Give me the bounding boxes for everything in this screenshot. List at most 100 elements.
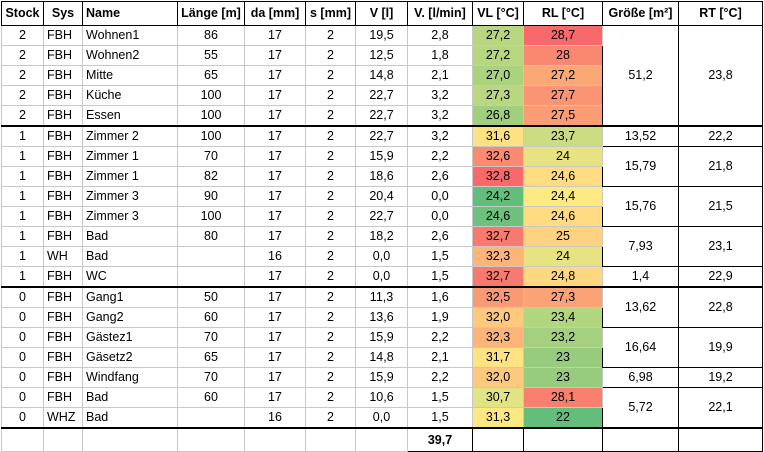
- s-cell[interactable]: 2: [305, 266, 356, 288]
- da-cell[interactable]: 16: [244, 407, 306, 429]
- stock-cell[interactable]: 2: [1, 105, 44, 127]
- rl-cell[interactable]: 23,7: [523, 125, 603, 147]
- volume-cell[interactable]: 0,0: [355, 246, 408, 267]
- laenge-cell[interactable]: 65: [177, 347, 245, 368]
- sys-cell[interactable]: FBH: [43, 25, 83, 46]
- volume-cell[interactable]: 20,4: [355, 186, 408, 207]
- sys-cell[interactable]: FBH: [43, 186, 83, 207]
- sys-cell[interactable]: FBH: [43, 166, 83, 187]
- da-cell[interactable]: 17: [244, 25, 306, 46]
- stock-cell[interactable]: 0: [1, 367, 44, 388]
- rt-cell[interactable]: 21,5: [678, 186, 763, 227]
- vl-cell[interactable]: 32,5: [472, 286, 524, 308]
- laenge-cell[interactable]: 100: [177, 105, 245, 127]
- sys-cell[interactable]: FBH: [43, 266, 83, 288]
- volume-cell[interactable]: 0,0: [355, 407, 408, 429]
- rt-cell[interactable]: 21,8: [678, 146, 763, 187]
- groesse-cell[interactable]: 1,4: [602, 266, 679, 288]
- flow-cell[interactable]: 2,8: [407, 25, 473, 46]
- empty-cell[interactable]: [82, 427, 178, 452]
- flow-cell[interactable]: 1,5: [407, 407, 473, 429]
- column-header[interactable]: VL [°C]: [472, 1, 524, 26]
- sys-cell[interactable]: FBH: [43, 125, 83, 147]
- stock-cell[interactable]: 2: [1, 65, 44, 86]
- da-cell[interactable]: 17: [244, 125, 306, 147]
- stock-cell[interactable]: 2: [1, 85, 44, 106]
- column-header[interactable]: Größe [m²]: [602, 1, 679, 26]
- empty-cell[interactable]: [602, 427, 679, 452]
- da-cell[interactable]: 17: [244, 206, 306, 227]
- empty-cell[interactable]: [305, 427, 356, 452]
- da-cell[interactable]: 17: [244, 146, 306, 167]
- empty-cell[interactable]: [177, 427, 245, 452]
- flow-cell[interactable]: 0,0: [407, 186, 473, 207]
- s-cell[interactable]: 2: [305, 146, 356, 167]
- volume-cell[interactable]: 15,9: [355, 367, 408, 388]
- sys-cell[interactable]: FBH: [43, 347, 83, 368]
- rt-cell[interactable]: 22,2: [678, 125, 763, 147]
- s-cell[interactable]: 2: [305, 246, 356, 267]
- vl-cell[interactable]: 27,2: [472, 25, 524, 46]
- name-cell[interactable]: Gästez1: [82, 327, 178, 348]
- column-header[interactable]: da [mm]: [244, 1, 306, 26]
- volume-cell[interactable]: 0,0: [355, 266, 408, 288]
- stock-cell[interactable]: 1: [1, 166, 44, 187]
- s-cell[interactable]: 2: [305, 367, 356, 388]
- s-cell[interactable]: 2: [305, 186, 356, 207]
- rt-cell[interactable]: 23,1: [678, 226, 763, 267]
- rl-cell[interactable]: 27,7: [523, 85, 603, 106]
- laenge-cell[interactable]: 70: [177, 146, 245, 167]
- rl-cell[interactable]: 23,4: [523, 307, 603, 328]
- vl-cell[interactable]: 32,3: [472, 246, 524, 267]
- rl-cell[interactable]: 23,2: [523, 327, 603, 348]
- da-cell[interactable]: 17: [244, 65, 306, 86]
- flow-cell[interactable]: 1,8: [407, 45, 473, 66]
- empty-cell[interactable]: [523, 427, 603, 452]
- empty-cell[interactable]: [1, 427, 44, 452]
- laenge-cell[interactable]: [177, 266, 245, 288]
- name-cell[interactable]: Zimmer 1: [82, 166, 178, 187]
- da-cell[interactable]: 17: [244, 387, 306, 408]
- rt-cell[interactable]: 19,9: [678, 327, 763, 368]
- name-cell[interactable]: Essen: [82, 105, 178, 127]
- vl-cell[interactable]: 26,8: [472, 105, 524, 127]
- s-cell[interactable]: 2: [305, 307, 356, 328]
- rl-cell[interactable]: 24: [523, 246, 603, 267]
- sys-cell[interactable]: FBH: [43, 286, 83, 308]
- column-header[interactable]: Länge [m]: [177, 1, 245, 26]
- flow-cell[interactable]: 2,6: [407, 166, 473, 187]
- da-cell[interactable]: 17: [244, 266, 306, 288]
- laenge-cell[interactable]: 60: [177, 307, 245, 328]
- stock-cell[interactable]: 2: [1, 45, 44, 66]
- da-cell[interactable]: 17: [244, 226, 306, 247]
- flow-cell[interactable]: 2,2: [407, 146, 473, 167]
- vl-cell[interactable]: 30,7: [472, 387, 524, 408]
- s-cell[interactable]: 2: [305, 387, 356, 408]
- name-cell[interactable]: Bad: [82, 387, 178, 408]
- da-cell[interactable]: 17: [244, 186, 306, 207]
- stock-cell[interactable]: 1: [1, 146, 44, 167]
- column-header[interactable]: s [mm]: [305, 1, 356, 26]
- stock-cell[interactable]: 0: [1, 307, 44, 328]
- rl-cell[interactable]: 28,7: [523, 25, 603, 46]
- volume-cell[interactable]: 14,8: [355, 65, 408, 86]
- vl-cell[interactable]: 32,3: [472, 327, 524, 348]
- stock-cell[interactable]: 0: [1, 387, 44, 408]
- rl-cell[interactable]: 24,6: [523, 166, 603, 187]
- groesse-cell[interactable]: 13,52: [602, 125, 679, 147]
- flow-cell[interactable]: 2,2: [407, 367, 473, 388]
- rl-cell[interactable]: 23: [523, 347, 603, 368]
- s-cell[interactable]: 2: [305, 105, 356, 127]
- laenge-cell[interactable]: 70: [177, 327, 245, 348]
- laenge-cell[interactable]: 100: [177, 85, 245, 106]
- rl-cell[interactable]: 24: [523, 146, 603, 167]
- volume-cell[interactable]: 11,3: [355, 286, 408, 308]
- column-header[interactable]: RT [°C]: [678, 1, 763, 26]
- s-cell[interactable]: 2: [305, 407, 356, 429]
- vl-cell[interactable]: 32,7: [472, 266, 524, 288]
- da-cell[interactable]: 17: [244, 327, 306, 348]
- laenge-cell[interactable]: 90: [177, 186, 245, 207]
- column-header[interactable]: RL [°C]: [523, 1, 603, 26]
- volume-cell[interactable]: 22,7: [355, 105, 408, 127]
- empty-cell[interactable]: [244, 427, 306, 452]
